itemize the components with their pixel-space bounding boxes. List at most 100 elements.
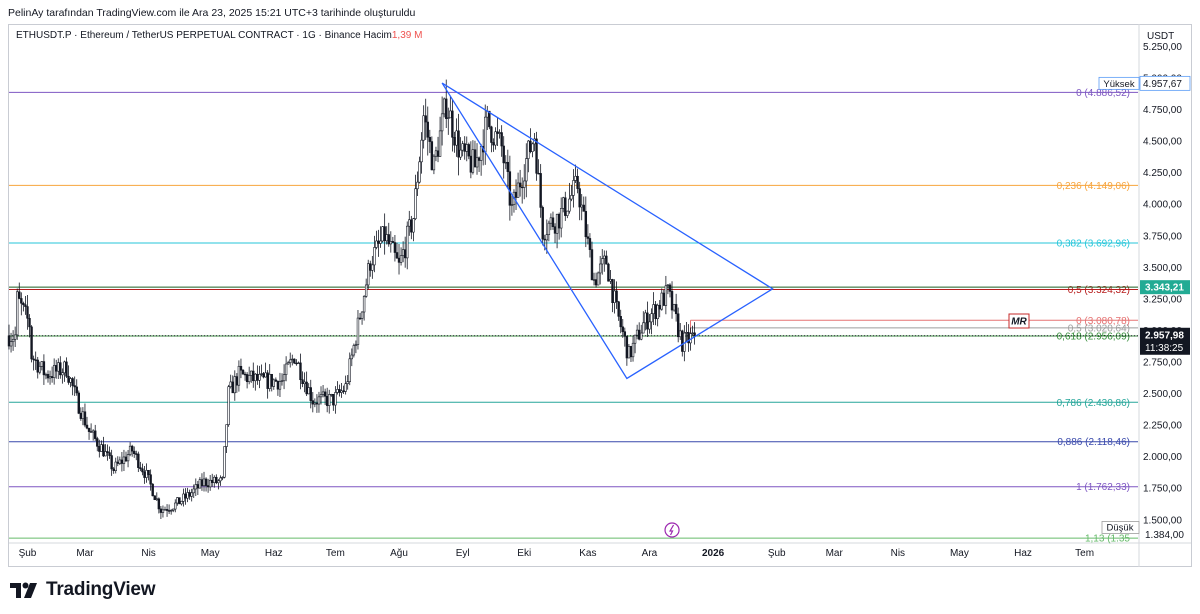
candle-body[interactable] bbox=[403, 249, 407, 259]
candle-body[interactable] bbox=[28, 317, 31, 328]
candle-body[interactable] bbox=[672, 304, 676, 311]
candle-body[interactable] bbox=[410, 219, 413, 233]
candle-body[interactable] bbox=[184, 493, 187, 499]
candle-body[interactable] bbox=[153, 495, 156, 501]
candle-body[interactable] bbox=[223, 446, 226, 478]
candle-body[interactable] bbox=[295, 362, 298, 365]
candle-body[interactable] bbox=[241, 369, 245, 375]
candle-body[interactable] bbox=[323, 391, 327, 397]
candle-body[interactable] bbox=[346, 381, 349, 384]
candle-body[interactable] bbox=[211, 479, 214, 483]
candle-body[interactable] bbox=[34, 359, 37, 361]
mr-label-box[interactable] bbox=[1008, 313, 1030, 329]
candle-body[interactable] bbox=[586, 236, 590, 239]
candle-body[interactable] bbox=[69, 378, 72, 383]
candle-body[interactable] bbox=[229, 381, 232, 387]
candle-body[interactable] bbox=[77, 392, 80, 414]
candle-body[interactable] bbox=[473, 149, 477, 168]
candle-body[interactable] bbox=[284, 363, 288, 375]
candle-body[interactable] bbox=[36, 359, 39, 373]
candle-body[interactable] bbox=[627, 346, 631, 359]
candle-body[interactable] bbox=[135, 453, 138, 455]
candle-body[interactable] bbox=[219, 477, 222, 482]
candle-body[interactable] bbox=[319, 394, 323, 398]
candle-body[interactable] bbox=[206, 485, 210, 488]
candle-body[interactable] bbox=[619, 316, 622, 328]
candle-body[interactable] bbox=[16, 291, 19, 336]
candle-body[interactable] bbox=[442, 98, 446, 115]
candle-body[interactable] bbox=[235, 376, 239, 386]
candle-body[interactable] bbox=[629, 346, 633, 358]
candle-body[interactable] bbox=[401, 249, 405, 257]
candle-body[interactable] bbox=[605, 255, 608, 265]
candle-body[interactable] bbox=[637, 329, 641, 340]
candle-body[interactable] bbox=[143, 471, 146, 478]
candle-body[interactable] bbox=[114, 461, 117, 471]
candle-body[interactable] bbox=[381, 226, 384, 242]
candle-body[interactable] bbox=[350, 354, 354, 360]
candle-body[interactable] bbox=[104, 451, 107, 457]
candle-body[interactable] bbox=[566, 210, 569, 216]
candle-body[interactable] bbox=[352, 345, 356, 356]
candle-body[interactable] bbox=[317, 396, 321, 405]
candle-body[interactable] bbox=[418, 161, 421, 183]
candle-body[interactable] bbox=[328, 394, 331, 406]
candle-body[interactable] bbox=[270, 373, 273, 387]
candle-body[interactable] bbox=[340, 390, 343, 393]
candle-body[interactable] bbox=[656, 304, 659, 320]
candle-body[interactable] bbox=[65, 361, 68, 377]
candle-body[interactable] bbox=[650, 313, 653, 323]
candle-body[interactable] bbox=[26, 306, 29, 319]
candle-body[interactable] bbox=[508, 171, 512, 206]
candle-body[interactable] bbox=[393, 242, 397, 253]
candle-body[interactable] bbox=[260, 373, 263, 375]
candle-body[interactable] bbox=[174, 502, 177, 510]
candle-body[interactable] bbox=[674, 304, 678, 315]
candle-body[interactable] bbox=[52, 365, 56, 378]
candle-body[interactable] bbox=[576, 175, 579, 189]
candle-body[interactable] bbox=[662, 292, 666, 306]
candle-body[interactable] bbox=[227, 386, 230, 425]
candle-body[interactable] bbox=[83, 411, 87, 426]
candle-body[interactable] bbox=[305, 381, 308, 395]
candle-body[interactable] bbox=[291, 358, 294, 361]
candle-body[interactable] bbox=[459, 149, 462, 158]
candle-body[interactable] bbox=[124, 456, 128, 462]
candle-body[interactable] bbox=[502, 145, 505, 164]
candle-body[interactable] bbox=[623, 331, 627, 337]
candle-body[interactable] bbox=[133, 450, 136, 454]
candle-body[interactable] bbox=[274, 379, 278, 382]
candle-body[interactable] bbox=[543, 238, 546, 241]
candle-body[interactable] bbox=[172, 508, 175, 511]
candle-body[interactable] bbox=[139, 467, 142, 470]
candle-body[interactable] bbox=[250, 370, 253, 376]
candle-body[interactable] bbox=[598, 263, 602, 274]
candle-body[interactable] bbox=[367, 263, 370, 286]
candle-body[interactable] bbox=[422, 115, 425, 141]
candle-body[interactable] bbox=[57, 362, 60, 372]
candle-body[interactable] bbox=[646, 312, 649, 330]
candle-body[interactable] bbox=[155, 498, 158, 501]
candle-body[interactable] bbox=[432, 155, 436, 171]
candle-body[interactable] bbox=[555, 213, 559, 234]
candle-body[interactable] bbox=[208, 479, 212, 488]
candle-body[interactable] bbox=[613, 290, 616, 303]
candle-body[interactable] bbox=[596, 272, 600, 286]
candle-body[interactable] bbox=[494, 131, 497, 146]
candle-body[interactable] bbox=[457, 130, 460, 158]
candle-body[interactable] bbox=[225, 424, 228, 447]
candle-body[interactable] bbox=[615, 290, 618, 303]
candle-body[interactable] bbox=[574, 175, 577, 181]
candle-body[interactable] bbox=[325, 395, 329, 406]
candle-body[interactable] bbox=[360, 311, 364, 319]
candle-body[interactable] bbox=[369, 263, 372, 271]
candle-body[interactable] bbox=[377, 240, 380, 244]
candle-body[interactable] bbox=[364, 284, 368, 297]
candle-body[interactable] bbox=[169, 510, 173, 512]
candle-body[interactable] bbox=[96, 438, 99, 447]
candle-body[interactable] bbox=[488, 110, 491, 128]
candle-body[interactable] bbox=[186, 492, 189, 499]
candle-body[interactable] bbox=[264, 372, 267, 378]
candle-body[interactable] bbox=[213, 476, 216, 483]
candle-body[interactable] bbox=[344, 383, 347, 392]
